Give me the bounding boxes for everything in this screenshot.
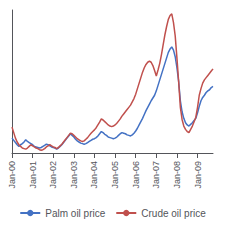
svg-text:Jan-02: Jan-02: [48, 161, 58, 189]
svg-text:Jan-05: Jan-05: [110, 161, 120, 189]
svg-text:Palm oil price: Palm oil price: [45, 208, 105, 219]
svg-text:Jan-07: Jan-07: [151, 161, 161, 189]
svg-text:Jan-04: Jan-04: [89, 161, 99, 189]
svg-text:Jan-03: Jan-03: [69, 161, 79, 189]
svg-text:Jan-00: Jan-00: [7, 161, 17, 189]
svg-text:Crude oil price: Crude oil price: [141, 208, 206, 219]
svg-text:Jan-09: Jan-09: [193, 161, 203, 189]
svg-text:Jan-06: Jan-06: [131, 161, 141, 189]
svg-text:Jan-08: Jan-08: [172, 161, 182, 189]
svg-text:Jan-01: Jan-01: [28, 161, 38, 189]
